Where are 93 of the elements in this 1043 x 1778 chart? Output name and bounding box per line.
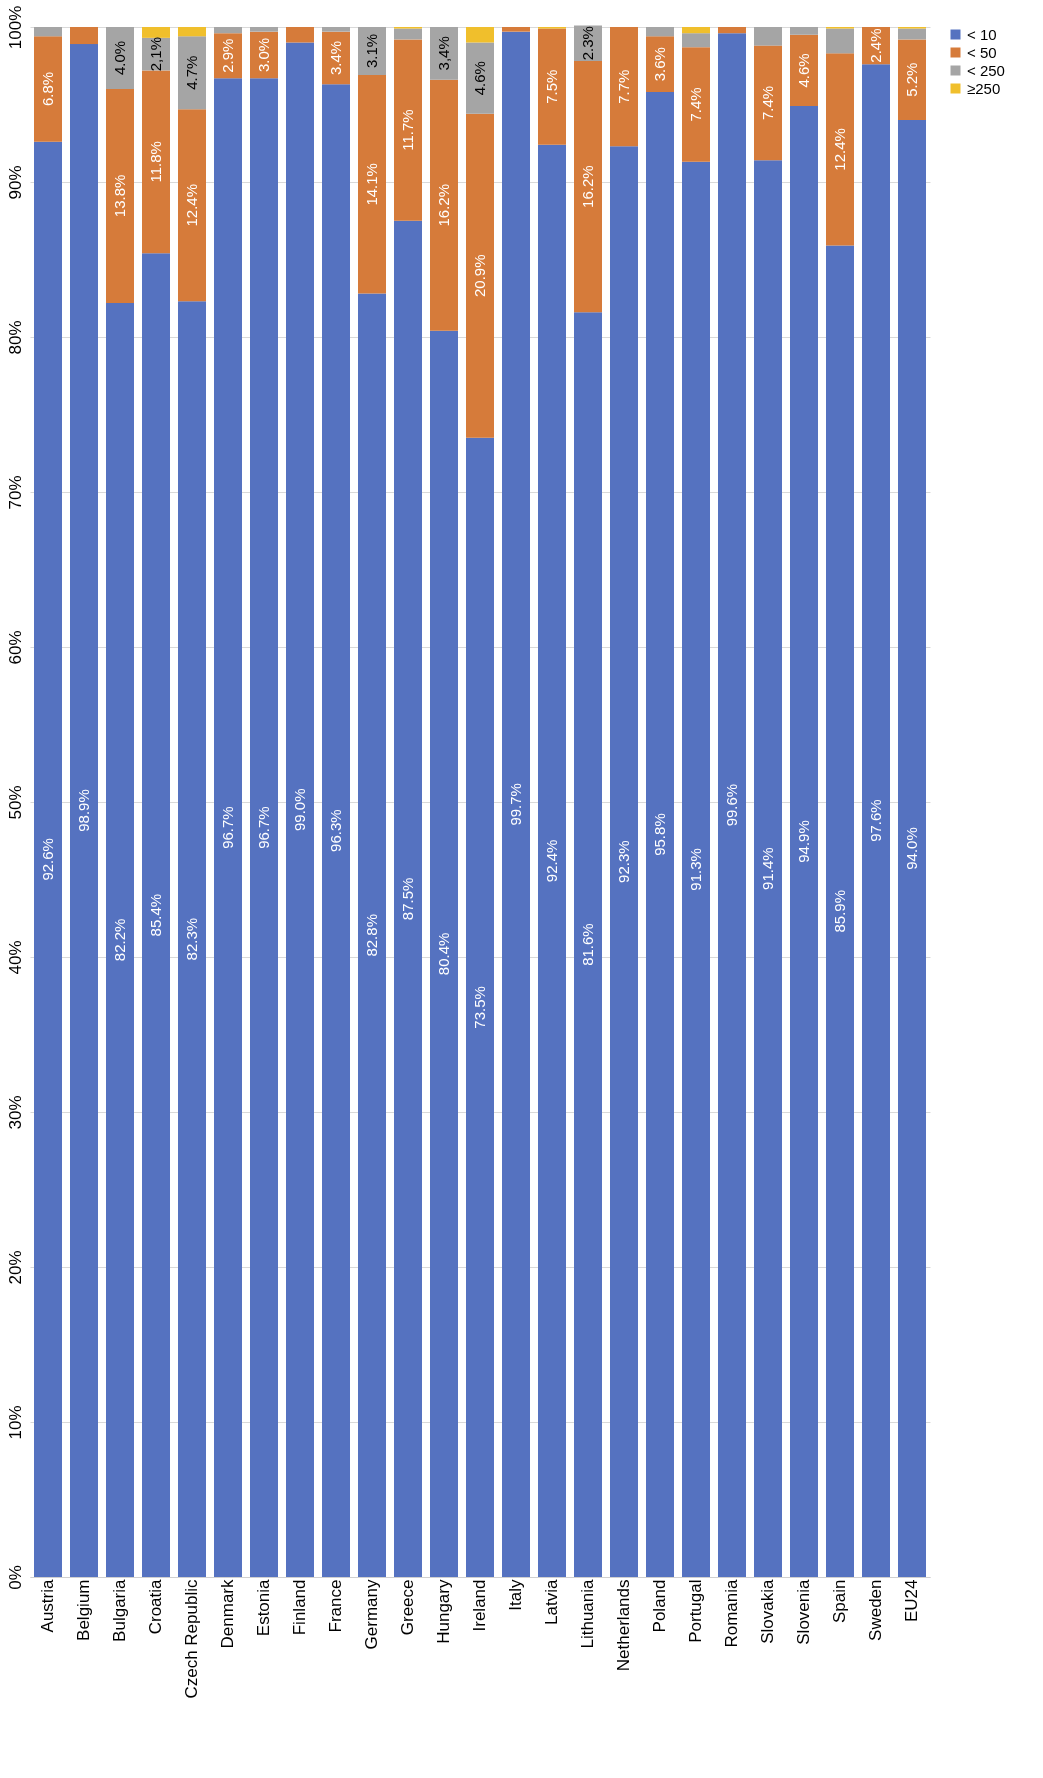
data-label: 6.8% xyxy=(39,71,56,107)
data-label: 2.4% xyxy=(867,28,884,63)
data-label: 3.0% xyxy=(255,37,272,72)
data-label: 3,4% xyxy=(435,36,452,71)
data-label: 94.9% xyxy=(795,820,812,863)
data-label: 96.3% xyxy=(327,809,344,852)
y-tick-label: 60% xyxy=(5,630,25,665)
data-label: 91.3% xyxy=(687,848,704,891)
data-label: 82.8% xyxy=(363,914,380,957)
data-label: 81.6% xyxy=(579,923,596,966)
data-label: 85.4% xyxy=(147,893,164,937)
x-tick-label: EU24 xyxy=(902,1579,921,1623)
data-label: 2,1% xyxy=(147,37,164,72)
data-label: 11.7% xyxy=(399,109,416,151)
y-tick-label: 100% xyxy=(5,5,25,50)
x-tick-label: Netherlands xyxy=(614,1579,633,1672)
y-tick-label: 10% xyxy=(5,1405,25,1440)
x-tick-label: Croatia xyxy=(146,1578,165,1635)
data-label: 92.4% xyxy=(543,839,560,883)
x-tick-label: Italy xyxy=(506,1579,525,1611)
x-tick-label: Bulgaria xyxy=(110,1578,129,1642)
y-tick-label: 40% xyxy=(5,940,25,975)
data-label: 5.2% xyxy=(903,62,920,97)
data-label: 7.7% xyxy=(615,69,632,104)
x-tick-label: Latvia xyxy=(542,1578,561,1625)
data-label: 98.9% xyxy=(75,789,92,832)
x-tick-label: Sweden xyxy=(866,1579,885,1641)
y-tick-label: 20% xyxy=(5,1250,25,1285)
data-label: 99.6% xyxy=(723,783,740,827)
data-label: 73.5% xyxy=(471,986,488,1029)
y-tick-label: 0% xyxy=(5,1565,25,1590)
data-label: 82.2% xyxy=(111,918,128,962)
data-label: 82.3% xyxy=(183,917,200,961)
data-label: 14.1% xyxy=(363,163,380,206)
x-tick-label: Austria xyxy=(38,1578,57,1633)
legend-label: < 50 xyxy=(967,43,997,61)
data-label: 3.1% xyxy=(363,33,380,69)
data-label: 85.9% xyxy=(831,890,848,933)
data-label: 12.4% xyxy=(831,128,848,171)
data-label: 87.5% xyxy=(399,877,416,921)
x-tick-label: Belgium xyxy=(74,1579,93,1641)
data-label: 92.6% xyxy=(39,838,56,881)
y-tick-label: 50% xyxy=(5,785,25,820)
x-tick-label: Czech Republic xyxy=(182,1579,201,1699)
y-tick-label: 90% xyxy=(5,165,25,200)
data-label: 4.0% xyxy=(111,40,128,76)
legend-label: < 250 xyxy=(967,61,1005,79)
x-tick-label: Ireland xyxy=(470,1579,489,1632)
x-tick-label: Estonia xyxy=(254,1578,273,1637)
x-tick-label: Portugal xyxy=(686,1579,705,1643)
y-tick-label: 70% xyxy=(5,475,25,510)
data-label: 13.8% xyxy=(111,174,128,218)
data-label: 96.7% xyxy=(219,806,236,849)
x-tick-label: Poland xyxy=(650,1579,669,1633)
x-tick-label: Finland xyxy=(290,1579,309,1636)
data-label: 99.7% xyxy=(507,783,524,826)
x-tick-label: Germany xyxy=(362,1579,381,1650)
x-tick-label: Slovenia xyxy=(794,1578,813,1645)
x-tick-label: Lithuania xyxy=(578,1578,597,1649)
legend-label: ≥250 xyxy=(967,79,1001,97)
x-tick-label: France xyxy=(326,1579,345,1633)
data-label: 20.9% xyxy=(471,254,488,298)
x-tick-label: Romania xyxy=(722,1578,741,1648)
data-label: 7.4% xyxy=(687,87,704,122)
data-label: 92.3% xyxy=(615,840,632,883)
data-label: 16.2% xyxy=(579,165,596,208)
data-label: 7.5% xyxy=(543,69,560,104)
data-label: 97.6% xyxy=(867,799,884,842)
data-label: 7.4% xyxy=(759,85,776,121)
x-tick-label: Denmark xyxy=(218,1579,237,1649)
data-label: 2.9% xyxy=(219,38,236,73)
data-label: 4.7% xyxy=(183,55,200,90)
data-label: 3.4% xyxy=(327,40,344,76)
data-label: 91.4% xyxy=(759,847,776,890)
data-label: 2.3% xyxy=(579,26,596,61)
x-tick-label: Hungary xyxy=(434,1579,453,1644)
data-label: 3.6% xyxy=(651,47,668,82)
y-tick-label: 80% xyxy=(5,320,25,355)
data-label: 16.2% xyxy=(435,183,452,227)
data-label: 95.8% xyxy=(651,813,668,856)
legend-label: < 10 xyxy=(967,25,997,43)
x-tick-label: Slovakia xyxy=(758,1578,777,1644)
data-label: 11.8% xyxy=(147,141,164,183)
data-label: 4.6% xyxy=(795,53,812,88)
data-label: 12.4% xyxy=(183,183,200,227)
x-tick-label: Spain xyxy=(830,1579,849,1623)
data-label: 99.0% xyxy=(291,788,308,832)
data-label: 94.0% xyxy=(903,827,920,870)
data-label: 4.6% xyxy=(471,61,488,96)
data-label: 80.4% xyxy=(435,932,452,976)
data-label: 96.7% xyxy=(255,806,272,849)
x-tick-label: Greece xyxy=(398,1579,417,1636)
y-tick-label: 30% xyxy=(5,1095,25,1130)
